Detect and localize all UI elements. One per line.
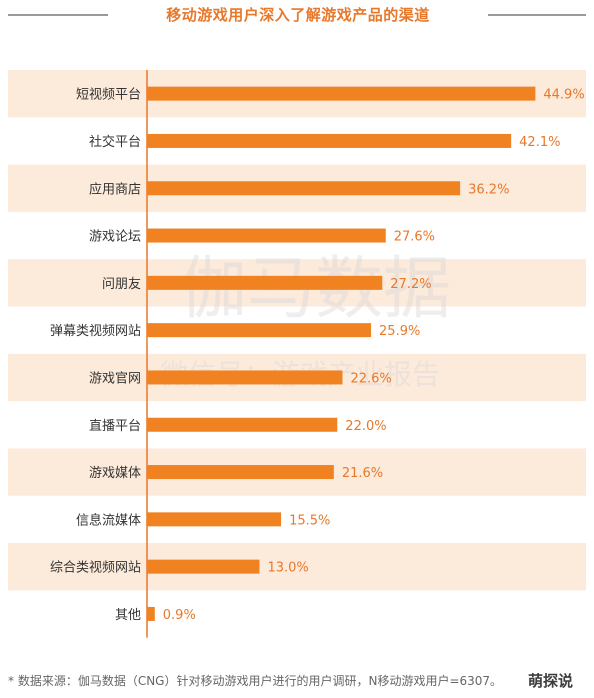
category-label: 信息流媒体 (76, 512, 141, 528)
bar (147, 181, 461, 196)
category-label: 弹幕类视频网站 (50, 324, 141, 339)
bar (147, 417, 338, 432)
row-stripe (8, 543, 586, 591)
bar (147, 275, 383, 290)
category-label: 综合类视频网站 (50, 561, 141, 576)
value-label: 42.1% (519, 135, 560, 150)
value-label: 25.9% (379, 324, 420, 339)
chart-title: 移动游戏用户深入了解游戏产品的渠道 (166, 6, 430, 24)
category-label: 问朋友 (102, 276, 141, 292)
value-label: 21.6% (342, 466, 383, 481)
source-footnote: * 数据来源：伽马数据（CNG）针对移动游戏用户进行的用户调研，N移动游戏用户=… (8, 674, 503, 688)
category-label: 其他 (115, 608, 141, 623)
chart-title-block: 移动游戏用户深入了解游戏产品的渠道 (0, 0, 594, 30)
bar (147, 606, 155, 621)
bar (147, 465, 334, 480)
category-label: 游戏媒体 (89, 466, 141, 481)
category-label: 短视频平台 (76, 88, 141, 103)
category-label: 游戏论坛 (89, 230, 141, 245)
title-rule-left (8, 14, 108, 16)
bar (147, 323, 372, 338)
value-label: 22.0% (345, 419, 386, 434)
category-label: 社交平台 (89, 134, 141, 150)
category-label: 直播平台 (89, 419, 141, 434)
bar (147, 228, 386, 243)
value-label: 0.9% (163, 608, 196, 623)
category-label: 应用商店 (89, 181, 141, 197)
value-label: 13.0% (267, 561, 308, 576)
bar (147, 86, 536, 101)
value-label: 36.2% (468, 182, 509, 197)
bar (147, 133, 512, 148)
value-label: 27.6% (394, 230, 435, 245)
value-label: 15.5% (289, 513, 330, 528)
value-label: 27.2% (390, 277, 431, 292)
category-label: 游戏官网 (89, 370, 141, 386)
bar (147, 559, 260, 574)
title-rule-right (488, 14, 586, 16)
corner-logo: 萌探说 (528, 672, 574, 690)
bar (147, 512, 282, 527)
value-label: 22.6% (350, 371, 391, 386)
bar (147, 370, 343, 385)
value-label: 44.9% (543, 88, 584, 103)
